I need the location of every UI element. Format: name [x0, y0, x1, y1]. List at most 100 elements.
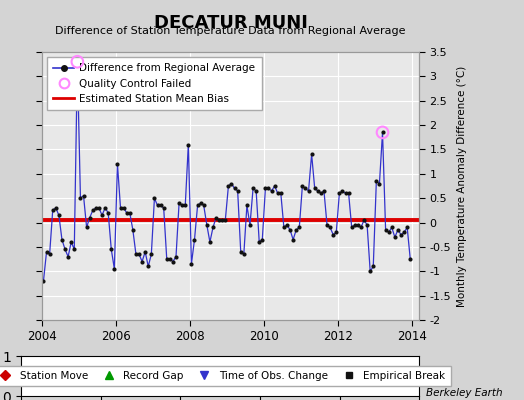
- Point: [388, 224, 396, 231]
- Point: [341, 190, 350, 196]
- Point: [332, 229, 341, 236]
- Point: [277, 190, 285, 196]
- Point: [381, 227, 390, 233]
- Point: [378, 129, 387, 136]
- Point: [123, 210, 131, 216]
- Point: [313, 188, 322, 194]
- Point: [351, 222, 359, 228]
- Legend: Station Move, Record Gap, Time of Obs. Change, Empirical Break: Station Move, Record Gap, Time of Obs. C…: [0, 366, 451, 386]
- Point: [144, 263, 152, 270]
- Point: [255, 239, 264, 245]
- Point: [175, 200, 183, 206]
- Point: [234, 188, 242, 194]
- Point: [304, 188, 313, 194]
- Point: [227, 180, 236, 187]
- Point: [104, 210, 112, 216]
- Point: [274, 190, 282, 196]
- Point: [212, 214, 220, 221]
- Point: [394, 227, 402, 233]
- Point: [378, 129, 387, 136]
- Point: [221, 217, 230, 223]
- Point: [249, 185, 257, 192]
- Point: [101, 205, 110, 211]
- Point: [154, 202, 162, 209]
- Point: [196, 200, 205, 206]
- Point: [147, 251, 156, 258]
- Text: Difference of Station Temperature Data from Regional Average: Difference of Station Temperature Data f…: [56, 26, 406, 36]
- Point: [280, 224, 288, 231]
- Point: [360, 217, 368, 223]
- Point: [292, 227, 300, 233]
- Point: [70, 246, 79, 252]
- Point: [54, 212, 63, 218]
- Point: [252, 188, 260, 194]
- Point: [39, 278, 48, 284]
- Point: [79, 192, 88, 199]
- Point: [119, 205, 128, 211]
- Point: [375, 180, 384, 187]
- Point: [132, 251, 140, 258]
- Point: [236, 248, 245, 255]
- Point: [187, 261, 195, 267]
- Point: [206, 239, 214, 245]
- Point: [215, 217, 223, 223]
- Point: [246, 222, 254, 228]
- Point: [89, 207, 97, 214]
- Point: [64, 254, 72, 260]
- Point: [116, 205, 125, 211]
- Point: [85, 214, 94, 221]
- Point: [344, 190, 353, 196]
- Point: [267, 188, 276, 194]
- Point: [295, 224, 303, 231]
- Point: [46, 251, 54, 258]
- Point: [335, 190, 344, 196]
- Point: [283, 222, 291, 228]
- Point: [61, 246, 69, 252]
- Point: [261, 185, 269, 192]
- Point: [339, 188, 347, 194]
- Text: Berkeley Earth: Berkeley Earth: [427, 388, 503, 398]
- Point: [49, 207, 57, 214]
- Point: [357, 224, 365, 231]
- Legend: Difference from Regional Average, Quality Control Failed, Estimated Station Mean: Difference from Regional Average, Qualit…: [47, 57, 261, 110]
- Point: [162, 256, 171, 262]
- Point: [308, 151, 316, 158]
- Point: [320, 188, 328, 194]
- Point: [301, 185, 310, 192]
- Point: [209, 224, 217, 231]
- Point: [397, 232, 405, 238]
- Point: [369, 263, 377, 270]
- Point: [311, 185, 319, 192]
- Point: [347, 224, 356, 231]
- Point: [200, 202, 208, 209]
- Point: [326, 224, 334, 231]
- Point: [141, 248, 149, 255]
- Point: [329, 232, 337, 238]
- Point: [98, 212, 106, 218]
- Point: [289, 236, 297, 243]
- Point: [385, 229, 393, 236]
- Point: [159, 205, 168, 211]
- Point: [156, 202, 165, 209]
- Point: [58, 236, 66, 243]
- Point: [178, 202, 187, 209]
- Point: [231, 185, 239, 192]
- Point: [181, 202, 190, 209]
- Point: [406, 256, 414, 262]
- Point: [366, 268, 374, 274]
- Point: [51, 205, 60, 211]
- Point: [110, 266, 118, 272]
- Point: [391, 234, 399, 240]
- Point: [129, 227, 137, 233]
- Point: [316, 190, 325, 196]
- Point: [73, 58, 82, 65]
- Point: [184, 141, 192, 148]
- Point: [172, 254, 180, 260]
- Point: [92, 205, 100, 211]
- Point: [203, 222, 211, 228]
- Point: [95, 205, 103, 211]
- Point: [77, 195, 85, 201]
- Point: [169, 258, 177, 265]
- Point: [323, 222, 331, 228]
- Point: [239, 251, 248, 258]
